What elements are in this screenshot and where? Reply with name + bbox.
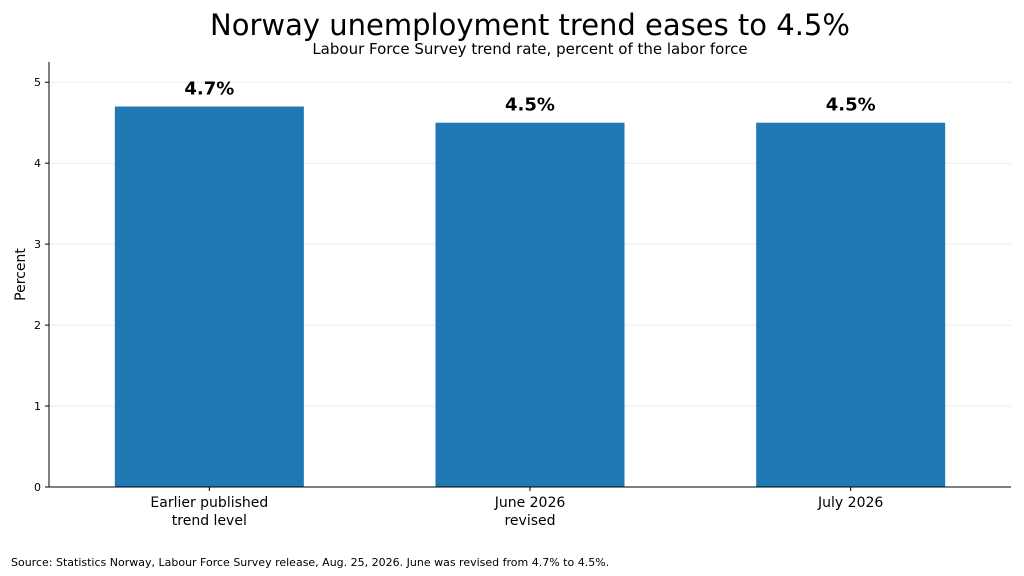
data-label: 4.7%	[184, 79, 234, 100]
x-category-label: June 2026 revised	[494, 495, 566, 529]
data-label: 4.5%	[505, 95, 555, 116]
chart-subtitle: Labour Force Survey trend rate, percent …	[312, 40, 748, 58]
y-tick-label: 4	[34, 157, 41, 170]
x-category-label-line: Earlier published	[150, 495, 268, 511]
y-ticks: 0 1 2 3 4 5	[34, 76, 49, 494]
x-category-label: July 2026	[817, 495, 883, 511]
data-label: 4.5%	[826, 95, 876, 116]
bar	[114, 106, 304, 488]
y-tick-label: 3	[34, 238, 41, 251]
data-labels: 4.7% 4.5% 4.5%	[184, 79, 875, 116]
x-category-labels: Earlier published trend level June 2026 rev…	[150, 487, 883, 529]
x-category-label-line: trend level	[172, 513, 247, 529]
bar	[756, 122, 946, 487]
y-tick-label: 0	[34, 481, 41, 494]
x-category-label-line: June 2026	[494, 495, 566, 511]
chart-title: Norway unemployment trend eases to 4.5%	[210, 8, 850, 42]
y-axis-title: Percent	[13, 248, 29, 301]
bars	[114, 106, 946, 488]
y-tick-label: 1	[34, 400, 41, 413]
x-category-label-line: July 2026	[817, 495, 883, 511]
bar	[435, 122, 625, 487]
y-tick-label: 2	[34, 319, 41, 332]
y-tick-label: 5	[34, 76, 41, 89]
x-category-label: Earlier published trend level	[150, 495, 268, 529]
x-category-label-line: revised	[504, 513, 555, 529]
source-note: Source: Statistics Norway, Labour Force …	[11, 556, 610, 569]
